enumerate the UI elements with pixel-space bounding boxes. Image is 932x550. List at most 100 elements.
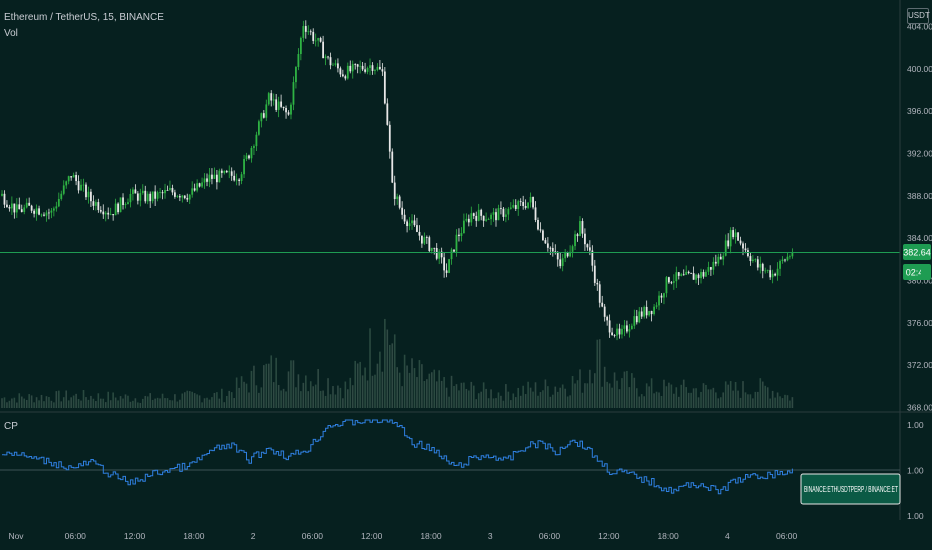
candle-body <box>48 212 50 214</box>
price-tick-label: 384.00 <box>907 233 932 243</box>
volume-bar <box>30 395 33 408</box>
volume-bar <box>277 385 280 408</box>
volume-bar <box>253 365 255 408</box>
volume-bar <box>53 402 55 408</box>
volume-bar <box>616 380 618 408</box>
volume-bar <box>275 357 277 408</box>
indicator-axis[interactable]: 1.00 1.00 1.00 <box>907 420 924 521</box>
candle-body <box>295 66 297 83</box>
volume-bar <box>633 377 636 408</box>
candle-body <box>265 104 268 118</box>
symbol-title[interactable]: Ethereum / TetherUS, 15, BINANCE <box>4 12 164 23</box>
candle-body <box>364 69 366 72</box>
candle-body <box>734 232 737 238</box>
candle-body <box>23 207 26 213</box>
currency-button[interactable]: USDT <box>907 8 930 24</box>
volume-bar <box>208 399 211 408</box>
volume-bar <box>618 389 621 408</box>
volume-bar <box>779 396 781 408</box>
volume-bar <box>507 391 510 408</box>
volume-bar <box>732 390 734 408</box>
time-axis[interactable]: Nov 06:00 12:00 18:00 2 06:00 12:00 18:00 3 06:00… <box>8 531 797 541</box>
candle-body <box>393 182 396 200</box>
volume-bar <box>307 391 310 408</box>
countdown-badge: 02:42 <box>906 268 929 278</box>
volume-bar <box>460 382 463 408</box>
volume-bar <box>482 382 485 408</box>
volume-bar <box>579 369 581 408</box>
volume-bar <box>245 383 248 408</box>
candle-body <box>497 208 500 221</box>
candle-body <box>45 212 48 216</box>
candle-body <box>211 174 213 179</box>
volume-bar <box>243 381 245 408</box>
volume-bar <box>561 384 564 408</box>
volume-bar <box>771 390 774 408</box>
volume-bar <box>359 361 361 408</box>
candle-body <box>220 170 223 173</box>
candle-body <box>443 257 446 271</box>
candle-body <box>70 176 73 178</box>
candle-body <box>82 184 85 186</box>
volume-bar <box>240 376 243 408</box>
volume-bar <box>223 402 226 408</box>
volume-bar <box>458 390 460 408</box>
candle-body <box>769 270 772 278</box>
volume-bar <box>70 397 72 408</box>
candle-body <box>756 259 759 268</box>
candle-body <box>349 65 352 72</box>
candle-body <box>198 183 201 187</box>
volume-bar <box>564 388 566 408</box>
candle-body <box>475 215 478 221</box>
candle-body <box>146 193 149 202</box>
volume-bar <box>537 395 539 408</box>
volume-bar <box>65 390 68 408</box>
candle-body <box>270 93 273 101</box>
price-axis[interactable]: 368.00 372.00 376.00 380.00 384.00 388.00 392.… <box>907 22 932 413</box>
candle-body <box>161 192 164 194</box>
volume-bar <box>102 398 105 408</box>
candle-body <box>75 175 77 182</box>
volume-bar <box>556 391 559 408</box>
candle-body <box>334 63 337 65</box>
candle-body <box>677 272 680 276</box>
candle-body <box>467 218 470 223</box>
candle-body <box>470 213 473 223</box>
volume-bar <box>109 400 112 408</box>
volume-bar <box>97 393 100 408</box>
candle-body <box>635 316 638 323</box>
candle-body <box>695 274 697 280</box>
volume-bar <box>524 394 527 408</box>
volume-bar <box>90 395 92 408</box>
volume-bar <box>532 391 534 408</box>
price-candles[interactable] <box>1 20 794 341</box>
candle-body <box>754 259 757 261</box>
volume-bar <box>687 392 690 408</box>
volume-bar <box>438 370 440 408</box>
volume-bar <box>445 387 448 408</box>
volume-bar <box>376 363 379 408</box>
indicator-line[interactable] <box>2 419 793 495</box>
indicator-name[interactable]: CP <box>4 421 18 432</box>
volume-bar <box>354 360 357 408</box>
candle-body <box>645 306 648 316</box>
volume-label[interactable]: Vol <box>4 28 18 39</box>
candle-body <box>260 113 263 122</box>
candle-body <box>317 38 320 41</box>
volume-bar <box>171 400 174 408</box>
volume-bar <box>329 394 332 408</box>
candle-body <box>33 210 36 214</box>
candle-body <box>406 221 408 227</box>
volume-bar <box>300 391 302 408</box>
volume-bar <box>522 385 524 408</box>
candle-body <box>371 65 374 71</box>
volume-bar <box>781 398 784 408</box>
price-tick-label: 392.00 <box>907 149 932 159</box>
volume-bar <box>183 392 186 408</box>
price-tick-label: 380.00 <box>907 275 932 285</box>
candle-body <box>628 329 631 332</box>
volume-bar <box>332 386 334 408</box>
candle-body <box>418 231 421 236</box>
volume-bar <box>129 401 132 408</box>
